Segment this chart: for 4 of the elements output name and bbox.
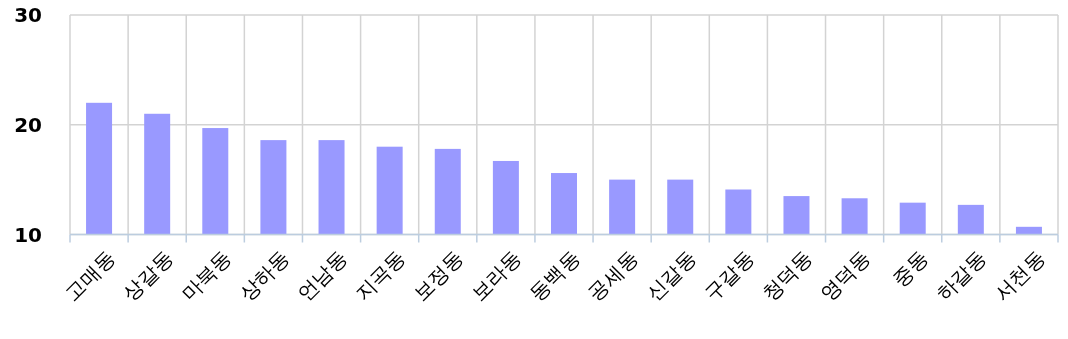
y-tick-label: 30	[14, 3, 42, 27]
y-tick-label: 20	[14, 112, 42, 137]
x-tick-label: 중동	[887, 245, 933, 292]
y-tick-label: 10	[14, 222, 42, 247]
